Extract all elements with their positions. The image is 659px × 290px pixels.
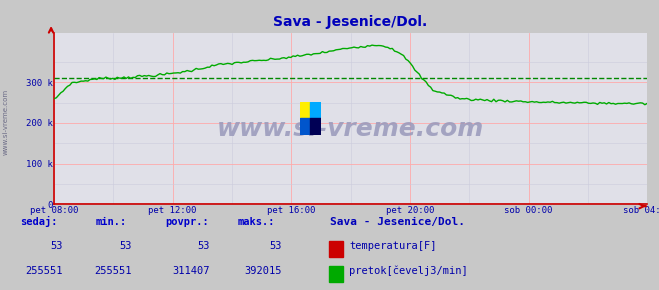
- Text: 53: 53: [270, 240, 282, 251]
- Text: www.si-vreme.com: www.si-vreme.com: [217, 117, 484, 141]
- Text: 311407: 311407: [172, 266, 210, 276]
- Text: 53: 53: [197, 240, 210, 251]
- Bar: [329, 241, 343, 257]
- Title: Sava - Jesenice/Dol.: Sava - Jesenice/Dol.: [273, 15, 428, 29]
- Text: min.:: min.:: [96, 217, 127, 226]
- Text: Sava - Jesenice/Dol.: Sava - Jesenice/Dol.: [330, 217, 465, 226]
- Text: 53: 53: [50, 240, 63, 251]
- Text: 255551: 255551: [94, 266, 132, 276]
- Bar: [310, 102, 321, 118]
- Text: povpr.:: povpr.:: [165, 217, 208, 226]
- Text: www.si-vreme.com: www.si-vreme.com: [2, 89, 9, 155]
- Bar: [310, 118, 321, 135]
- Text: 392015: 392015: [244, 266, 282, 276]
- Text: 255551: 255551: [25, 266, 63, 276]
- Text: temperatura[F]: temperatura[F]: [349, 240, 437, 251]
- Text: sedaj:: sedaj:: [20, 215, 57, 226]
- Bar: [329, 266, 343, 282]
- Bar: [300, 118, 310, 135]
- Text: 53: 53: [119, 240, 132, 251]
- Text: maks.:: maks.:: [237, 217, 275, 226]
- Bar: [300, 102, 310, 118]
- Text: pretok[čevelj3/min]: pretok[čevelj3/min]: [349, 266, 468, 276]
